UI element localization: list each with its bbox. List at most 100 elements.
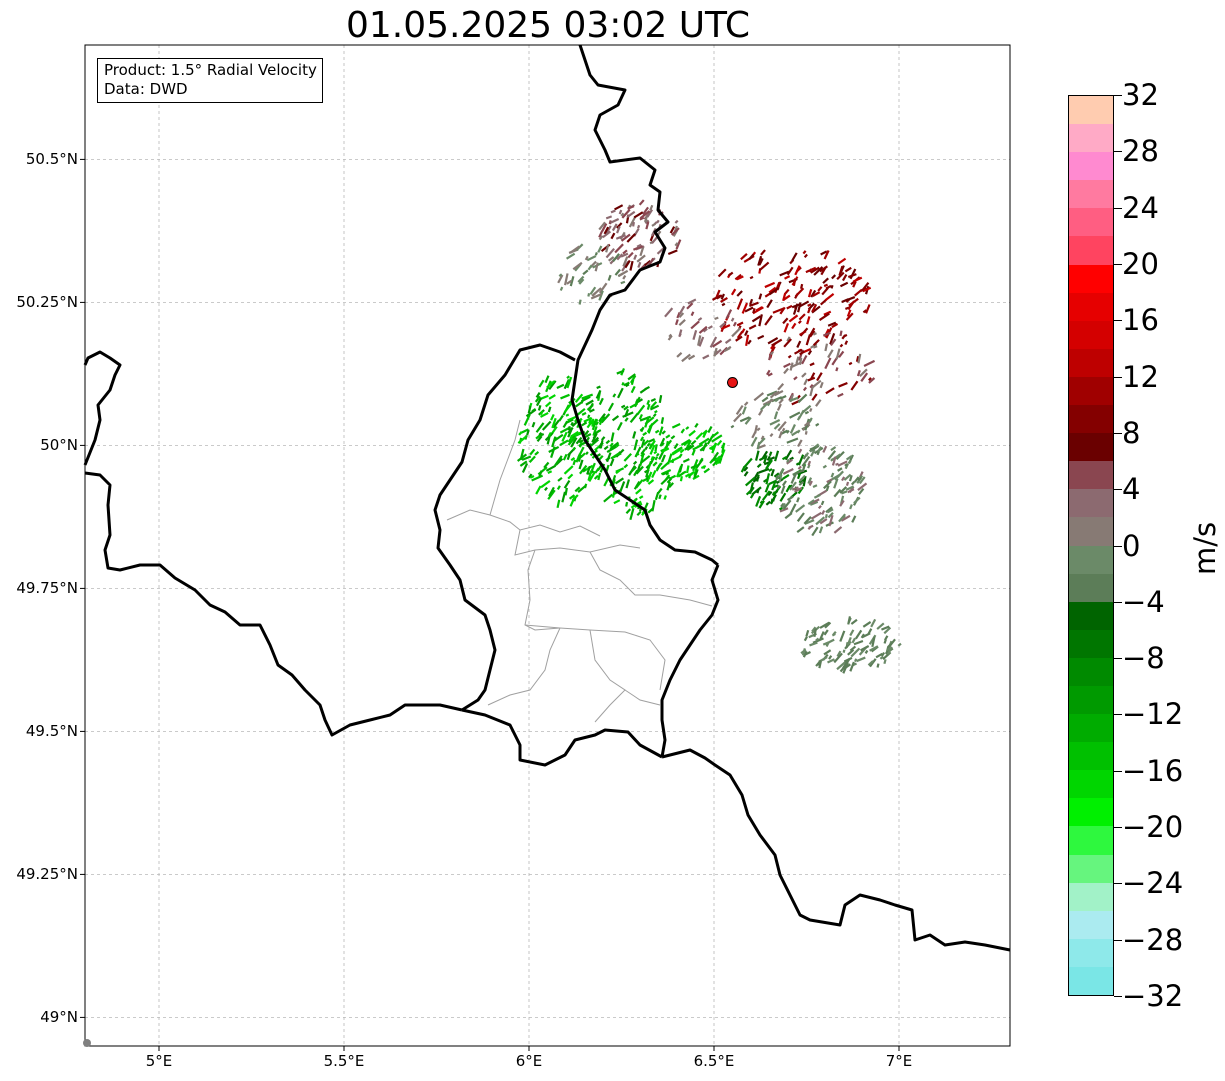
velocity-echo [598, 413, 606, 422]
velocity-echo [766, 299, 773, 309]
velocity-echo [529, 475, 535, 479]
velocity-echo [862, 309, 868, 314]
velocity-echo [528, 473, 533, 479]
velocity-echo [690, 311, 695, 317]
velocity-echo [611, 474, 617, 483]
velocity-echo [856, 656, 866, 663]
lon-tick-label: 6.5°E [693, 1052, 735, 1070]
velocity-echo [848, 475, 853, 482]
velocity-echo [823, 649, 832, 656]
velocity-echo [521, 462, 529, 473]
velocity-echo [750, 436, 758, 447]
velocity-echo [579, 452, 586, 459]
velocity-echo [687, 354, 696, 361]
velocity-echo [690, 465, 697, 469]
velocity-echo [837, 467, 843, 472]
velocity-echo [815, 637, 820, 642]
lat-tick-label: 50°N [40, 436, 78, 455]
velocity-echo [686, 444, 695, 452]
velocity-echo [823, 480, 832, 490]
velocity-echo [616, 421, 623, 431]
velocity-echo [835, 367, 839, 372]
velocity-echo [646, 460, 653, 471]
velocity-echo [691, 449, 696, 456]
velocity-echo [664, 439, 673, 450]
velocity-echo [685, 426, 690, 430]
velocity-echo [637, 261, 642, 268]
velocity-echo [740, 252, 748, 261]
velocity-echo [765, 500, 771, 506]
velocity-echo [598, 397, 604, 406]
velocity-echo [876, 663, 880, 668]
velocity-echo [625, 479, 630, 489]
velocity-echo [799, 330, 807, 336]
lon-tick-label: 7°E [885, 1052, 913, 1070]
velocity-echo [562, 453, 568, 461]
velocity-echo [770, 468, 775, 477]
velocity-echo [749, 301, 759, 308]
velocity-echo [813, 628, 817, 637]
velocity-echo [563, 465, 574, 475]
colorbar-unit-label: m/s [1188, 521, 1222, 575]
velocity-echo [811, 305, 821, 314]
colorbar-tick-mark [1114, 939, 1122, 941]
colorbar-segment [1069, 433, 1113, 462]
velocity-echo [745, 334, 750, 347]
velocity-echo [666, 481, 672, 491]
velocity-echo [831, 456, 837, 466]
velocity-echo [629, 412, 639, 423]
velocity-echo [801, 372, 807, 378]
velocity-echo [520, 428, 529, 434]
velocity-echo [598, 290, 604, 301]
velocity-echo [543, 461, 550, 469]
velocity-echo [809, 327, 816, 336]
velocity-echo [757, 255, 763, 266]
velocity-echo [846, 309, 852, 317]
velocity-echo [802, 651, 811, 657]
velocity-echo [563, 402, 573, 413]
velocity-echo [778, 398, 784, 405]
velocity-echo [797, 465, 802, 470]
colorbar-tick-label: 24 [1122, 190, 1159, 225]
velocity-echo [599, 440, 604, 449]
colorbar-tick-label: 32 [1122, 78, 1159, 112]
velocity-echo [804, 410, 810, 415]
velocity-echo [880, 651, 886, 657]
velocity-echo [868, 377, 872, 382]
colorbar-segment [1069, 96, 1113, 125]
velocity-echo [572, 261, 583, 271]
velocity-echo [850, 380, 859, 391]
velocity-echo [583, 431, 588, 436]
velocity-echo [554, 455, 563, 467]
velocity-echo [807, 499, 815, 505]
velocity-echo [584, 433, 592, 439]
velocity-echo [876, 622, 885, 630]
velocity-echo [629, 402, 639, 409]
velocity-echo [605, 225, 612, 235]
velocity-echo [848, 486, 855, 494]
velocity-echo [636, 243, 642, 248]
velocity-echo [707, 325, 713, 330]
velocity-echo [601, 223, 608, 232]
velocity-echo [827, 450, 837, 460]
velocity-echo [591, 418, 598, 431]
velocity-echo [698, 336, 705, 347]
velocity-echo [827, 349, 834, 359]
velocity-echo [778, 430, 783, 439]
velocity-echo [815, 516, 826, 526]
velocity-echo [850, 647, 861, 658]
velocity-echo [749, 275, 754, 280]
colorbar-segment [1069, 601, 1113, 630]
velocity-echo [616, 369, 625, 375]
velocity-echo [758, 456, 767, 462]
velocity-echo [847, 649, 855, 656]
map-grid [85, 45, 1010, 1046]
velocity-echo [772, 307, 785, 314]
velocity-echo [622, 256, 629, 267]
velocity-echo [796, 471, 802, 480]
colorbar-segment [1069, 124, 1113, 153]
velocity-echo [720, 293, 725, 300]
velocity-echo [721, 442, 726, 454]
velocity-echo [616, 222, 623, 229]
